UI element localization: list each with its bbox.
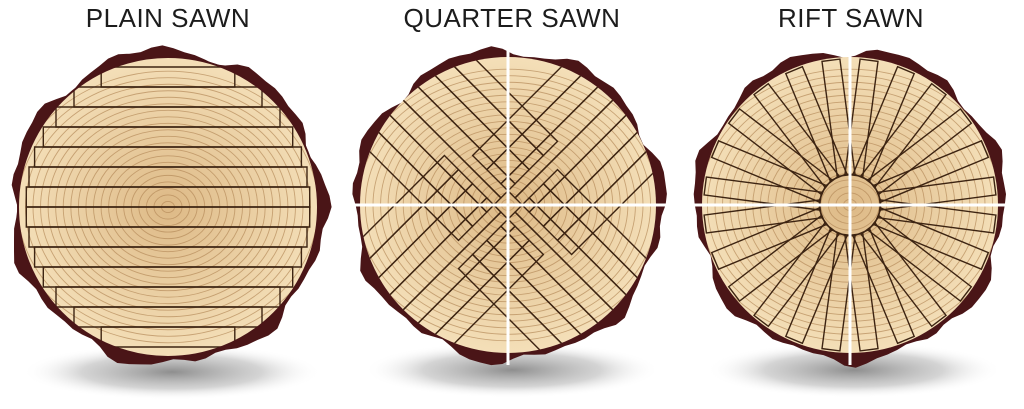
quarter-board <box>485 225 616 353</box>
plain-board <box>28 226 308 248</box>
quarter-board <box>542 112 656 242</box>
plain-sawn-log <box>11 45 332 365</box>
rift-sawn-log <box>690 45 1010 368</box>
quarter-board <box>400 57 531 185</box>
quarter-sawn-title: QUARTER SAWN <box>403 3 621 33</box>
quarter-board <box>360 182 488 313</box>
plain-ring <box>18 70 318 344</box>
quarter-board <box>429 57 559 157</box>
plain-log-rim <box>17 56 319 358</box>
quarter-board <box>360 154 460 284</box>
quarter-board <box>415 239 545 353</box>
quarter-board <box>457 253 587 353</box>
quarter-board <box>542 168 656 298</box>
plain-ring <box>24 83 312 331</box>
plain-boards <box>25 66 311 348</box>
quarter-board <box>471 239 601 353</box>
rift-sawn-title: RIFT SAWN <box>777 3 925 33</box>
plain-log-shadow <box>22 344 322 400</box>
rift-boards <box>703 58 997 352</box>
plain-sawn-title: PLAIN SAWN <box>85 3 251 33</box>
quarter-board <box>415 57 545 171</box>
quarter-board <box>360 168 474 298</box>
quarter-board <box>471 57 601 171</box>
rift-log-shadow <box>706 342 1002 398</box>
quarter-board <box>360 112 474 242</box>
plain-board <box>42 266 294 288</box>
plain-ring <box>18 77 318 337</box>
plain-board <box>25 206 311 228</box>
quarter-log-shadow <box>364 342 660 398</box>
plain-board <box>33 246 303 268</box>
quarter-board <box>528 97 656 228</box>
quarter-board <box>556 126 656 256</box>
quarter-sawn-log <box>348 45 668 366</box>
